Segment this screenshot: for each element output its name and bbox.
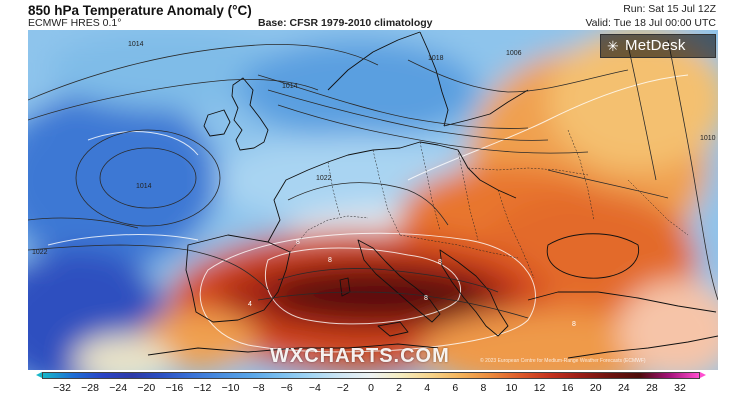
contour-label: 1014 [128, 41, 144, 48]
anomaly-label: 8 [438, 259, 442, 266]
pressure-contours [28, 39, 718, 319]
anomaly-labels: 8 8 8 4 8 8 [248, 239, 576, 328]
contour-labels: 1014 1014 1014 1006 1010 1022 1022 1018 [32, 41, 716, 256]
colorbar-tick-label: −6 [280, 382, 293, 394]
colorbar-tick-label: −10 [221, 382, 240, 394]
colorbar-tick-label: 0 [368, 382, 374, 394]
metdesk-star-icon: ✳ [607, 38, 619, 54]
colorbar-tick-label: 28 [646, 382, 658, 394]
colorbar-tick-label: 24 [617, 382, 630, 394]
model-label: ECMWF HRES 0.1° [28, 17, 122, 29]
colorbar-tick-label: −24 [109, 382, 128, 394]
contour-label: 1022 [32, 249, 48, 256]
colorbar-ticks: −32 −28 −24 −20 −16 −12 −10 −8 −6 −4 −2 0 2 4 6 8 10 12 16… [42, 382, 700, 396]
climatology-label: Base: CFSR 1979-2010 climatology [258, 17, 433, 29]
anomaly-label: 8 [572, 321, 576, 328]
contour-label: 1018 [428, 55, 444, 62]
colorbar-tick-label: 10 [505, 382, 518, 394]
contour-label: 1014 [136, 183, 152, 190]
colorbar-right-arrow-icon [700, 372, 706, 378]
colorbar-tick-label: −32 [53, 382, 71, 394]
colorbar-tick-label: 8 [480, 382, 487, 394]
anomaly-map: 1014 1014 1014 1006 1010 1022 1022 1018 … [28, 30, 718, 370]
colorbar-tick-label: 12 [533, 382, 546, 394]
colorbar-tick-label: −8 [252, 382, 265, 394]
metdesk-logo: ✳ MetDesk [600, 34, 716, 58]
anomaly-label: 4 [248, 301, 252, 308]
valid-label: Valid: Tue 18 Jul 00:00 UTC [585, 17, 716, 29]
anomaly-outlines [47, 74, 689, 353]
colorbar-tick-label: −28 [81, 382, 99, 394]
colorbar-tick-label: −2 [336, 382, 349, 394]
colorbar-tick-label: −12 [193, 382, 212, 394]
colorbar-tick-label: −16 [165, 382, 184, 394]
colorbar-left-arrow-icon [36, 372, 42, 378]
country-borders [289, 129, 689, 279]
anomaly-label: 8 [328, 257, 332, 264]
contour-label: 1022 [316, 175, 332, 182]
copyright-credit: © 2023 European Centre for Medium-Range … [480, 358, 646, 364]
chart-header: 850 hPa Temperature Anomaly (°C) ECMWF H… [0, 0, 742, 30]
contour-label: 1014 [282, 83, 298, 90]
colorbar-legend: −32 −28 −24 −20 −16 −12 −10 −8 −6 −4 −2 0 2 4 6 8 10 12 16… [36, 372, 706, 402]
colorbar-tick-label: 2 [396, 382, 402, 394]
colorbar-tick-label: −4 [308, 382, 321, 394]
anomaly-label: 8 [424, 295, 428, 302]
anomaly-field [28, 30, 718, 370]
colorbar-tick-label: 20 [589, 382, 602, 394]
colorbar-tick-label: 32 [674, 382, 686, 394]
anomaly-label: 8 [296, 239, 300, 246]
coastlines [147, 31, 718, 359]
colorbar-tick-label: −20 [137, 382, 156, 394]
contour-label: 1010 [700, 135, 716, 142]
colorbar-tick-label: 4 [424, 382, 431, 394]
colorbar-tick-label: 16 [561, 382, 574, 394]
chart-title: 850 hPa Temperature Anomaly (°C) [28, 3, 252, 18]
colorbar-tick-label: 6 [452, 382, 459, 394]
contour-label: 1006 [506, 50, 522, 57]
metdesk-logo-text: MetDesk [625, 37, 686, 54]
map-canvas: 1014 1014 1014 1006 1010 1022 1022 1018 … [28, 30, 718, 370]
colorbar [42, 372, 700, 379]
run-label: Run: Sat 15 Jul 12Z [623, 3, 716, 15]
wxcharts-watermark: WXCHARTS.COM [270, 345, 450, 367]
